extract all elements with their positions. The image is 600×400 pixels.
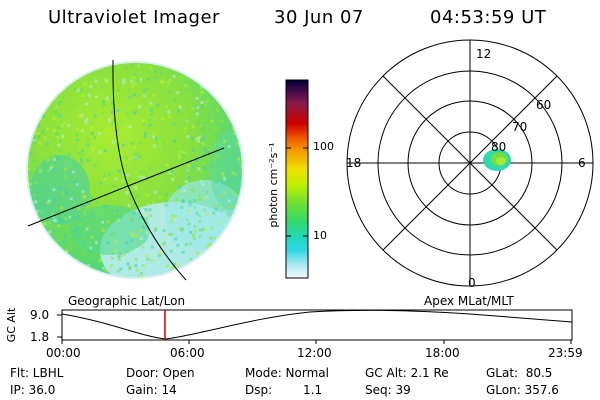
timeline-xtick-1200: 12:00 [297,346,332,360]
status-flt: Flt: LBHL [10,366,64,380]
lat-label-60: 60 [536,98,552,112]
lat-label-80: 80 [491,140,507,154]
timeline-xtick-0000: 00:00 [46,346,81,360]
mlt-label-12: 12 [476,47,492,61]
status-gain: Gain: 14 [126,383,177,397]
status-dsp-label: Dsp: [245,383,273,397]
timeline-plot [57,309,573,344]
mlt-label-6: 6 [578,156,586,170]
timeline-left-title: Geographic Lat/Lon [68,294,186,308]
auroral-patch [483,149,511,171]
header-time: 04:53:59 UT [430,7,547,28]
uv-image-disk [26,59,244,281]
lat-label-70: 70 [512,120,528,134]
timeline-ymax: 9.0 [30,308,50,322]
status-glon: GLon: 357.6 [486,383,559,397]
status-gc-alt: GC Alt: 2.1 Re [365,366,449,380]
mlt-label-18: 18 [346,156,362,170]
timeline-xtick-1800: 18:00 [425,346,460,360]
gc-alt-curve [61,309,573,340]
status-mode: Mode: Normal [245,366,329,380]
timeline-ymin: 1.8 [30,330,50,344]
instrument-title: Ultraviolet Imager [48,7,220,28]
colorbar-unit-label: photon cm⁻²s⁻¹ [267,142,280,228]
status-dsp-value: 1.1 [303,383,323,397]
mlt-label-0: 0 [468,276,476,290]
timeline-right-title: Apex MLat/MLT [424,294,514,308]
status-door: Door: Open [126,366,195,380]
header-date: 30 Jun 07 [274,7,364,28]
status-glat: GLat: 80.5 [486,366,553,380]
timeline-xtick-2359: 23:59 [548,346,583,360]
colorbar [285,79,309,279]
status-seq: Seq: 39 [365,383,411,397]
polar-mlt-plot [346,39,594,287]
status-ip: IP: 36.0 [10,383,56,397]
colorbar-tick-10: 10 [313,229,327,242]
timeline-ylabel: GC Alt [5,307,18,343]
timeline-xtick-0600: 06:00 [170,346,205,360]
colorbar-tick-100: 100 [313,140,334,153]
geographic-parallel [27,147,225,227]
